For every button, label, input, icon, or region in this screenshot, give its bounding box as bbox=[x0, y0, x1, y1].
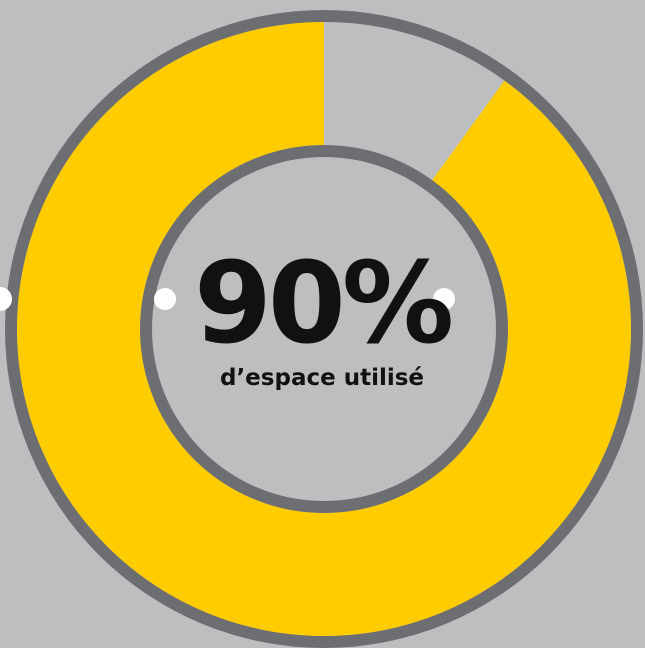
slice-used bbox=[16, 22, 632, 636]
dot-mid-right bbox=[433, 288, 455, 310]
center-label: 90% d’espace utilisé bbox=[167, 248, 477, 392]
percent-value: 90% bbox=[193, 239, 454, 369]
percent-caption: d’espace utilisé bbox=[219, 365, 425, 391]
decorative-dots bbox=[0, 287, 455, 311]
dot-mid-left bbox=[154, 288, 176, 310]
inner-hole bbox=[152, 157, 496, 501]
slice-free bbox=[324, 22, 505, 181]
donut-slices bbox=[16, 22, 632, 636]
dot-left bbox=[0, 287, 12, 311]
